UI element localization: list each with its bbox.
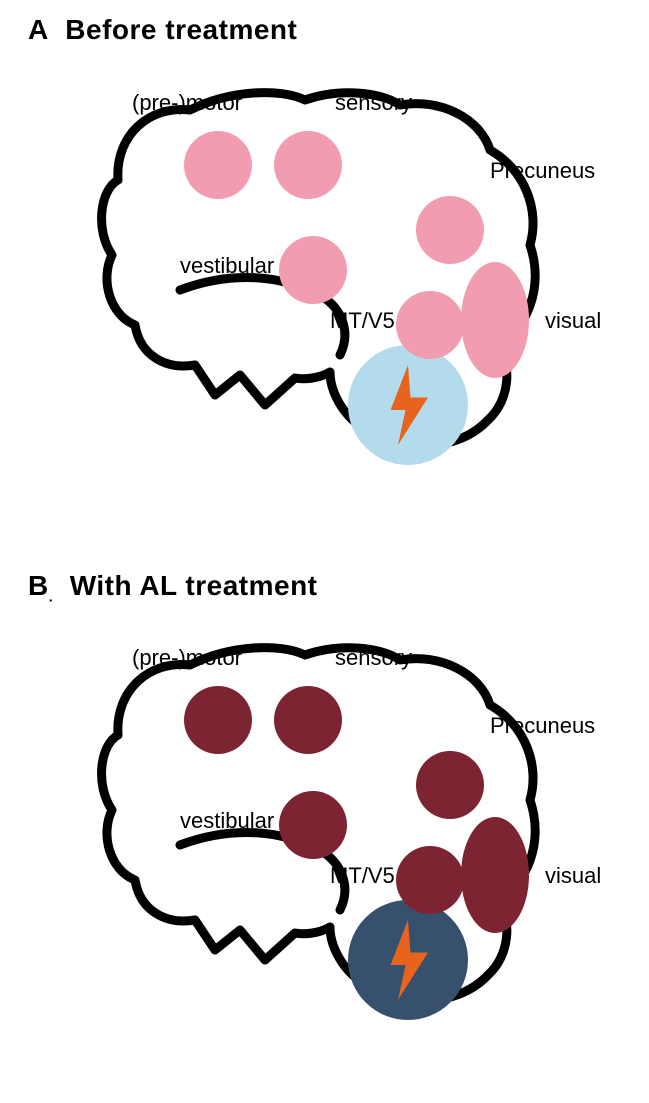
region-mtv5-a (396, 291, 464, 359)
label-precuneus-a: Precuneus (490, 158, 595, 184)
region-precuneus-a (416, 196, 484, 264)
panel-b-brain (102, 648, 536, 1020)
region-visual-a (461, 262, 529, 378)
label-visual-b: visual (545, 863, 601, 889)
region-sensory-a (274, 131, 342, 199)
region-visual-b (461, 817, 529, 933)
label-precuneus-b: Precuneus (490, 713, 595, 739)
region-precuneus-b (416, 751, 484, 819)
label-mtv5-b: MT/V5 (330, 863, 395, 889)
label-sensory-b: sensory (335, 645, 412, 671)
label-sensory-a: sensory (335, 90, 412, 116)
label-premotor-b: (pre-)motor (132, 645, 242, 671)
region-sensory-b (274, 686, 342, 754)
region-premotor-a (184, 131, 252, 199)
label-mtv5-a: MT/V5 (330, 308, 395, 334)
label-premotor-a: (pre-)motor (132, 90, 242, 116)
label-vestibular-b: vestibular (180, 808, 274, 834)
label-vestibular-a: vestibular (180, 253, 274, 279)
label-visual-a: visual (545, 308, 601, 334)
region-vestibular-a (279, 236, 347, 304)
region-mtv5-b (396, 846, 464, 914)
panel-a-brain (102, 93, 536, 465)
region-vestibular-b (279, 791, 347, 859)
region-premotor-b (184, 686, 252, 754)
